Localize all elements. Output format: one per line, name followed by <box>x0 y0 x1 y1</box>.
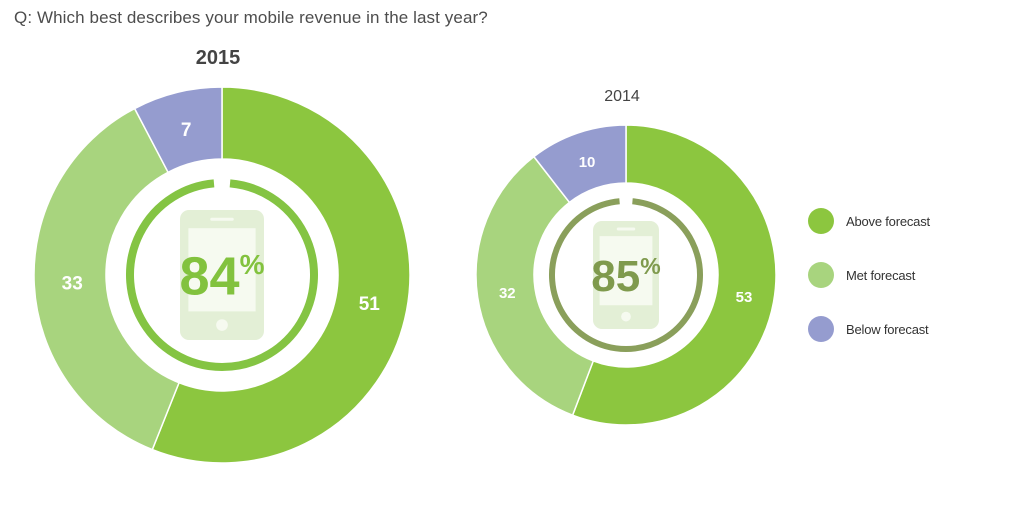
smartphone-speaker-2015 <box>210 217 234 221</box>
smartphone-speaker-2014 <box>616 227 636 231</box>
center-percentage-2014: 85% <box>591 252 660 301</box>
smartphone-screen-2014 <box>599 236 653 306</box>
data-label-above-forecast-2015: 51 <box>359 294 381 315</box>
data-label-below-forecast-2015: 7 <box>181 120 192 141</box>
legend-item-below-forecast: Below forecast <box>808 315 1008 343</box>
smartphone-icon-2014 <box>593 221 659 329</box>
donut-chart-2015: 2015 51 33 7 84% <box>33 47 411 464</box>
donut-slice-below-forecast-2014 <box>532 124 627 204</box>
data-label-met-forecast-2015: 33 <box>62 274 83 295</box>
donut-chart-2014: 2014 53 32 10 85% <box>475 88 777 426</box>
question-title: Q: Which best describes your mobile reve… <box>14 8 488 27</box>
data-label-met-forecast-2014: 32 <box>499 285 516 302</box>
donut-slice-above-forecast-2014 <box>571 124 777 426</box>
center-percentage-2015: 84% <box>180 246 265 306</box>
donut-slice-above-forecast-2015 <box>151 86 411 464</box>
donut-slice-below-forecast-2015 <box>133 86 223 174</box>
legend-label-met-forecast: Met forecast <box>846 267 916 283</box>
smartphone-button-2014 <box>621 311 631 322</box>
data-label-above-forecast-2014: 53 <box>736 289 753 306</box>
center-ring-2014 <box>549 198 703 352</box>
legend-swatch-below-forecast <box>808 316 834 342</box>
legend-label-above-forecast: Above forecast <box>846 213 930 229</box>
chart-title-2015: 2015 <box>196 47 241 69</box>
chart-title-2014: 2014 <box>604 88 640 105</box>
smartphone-screen-2015 <box>188 228 256 312</box>
legend-label-below-forecast: Below forecast <box>846 321 929 337</box>
data-label-below-forecast-2014: 10 <box>579 154 596 171</box>
smartphone-icon-2015 <box>180 210 264 340</box>
legend-swatch-above-forecast <box>808 208 834 234</box>
center-ring-2015 <box>126 179 318 371</box>
donut-slice-met-forecast-2015 <box>33 107 180 451</box>
donut-slice-met-forecast-2014 <box>475 155 595 417</box>
legend-item-met-forecast: Met forecast <box>808 261 1008 289</box>
legend: Above forecast Met forecast Below foreca… <box>808 207 1008 369</box>
legend-swatch-met-forecast <box>808 262 834 288</box>
smartphone-button-2015 <box>216 319 228 331</box>
legend-item-above-forecast: Above forecast <box>808 207 1008 235</box>
